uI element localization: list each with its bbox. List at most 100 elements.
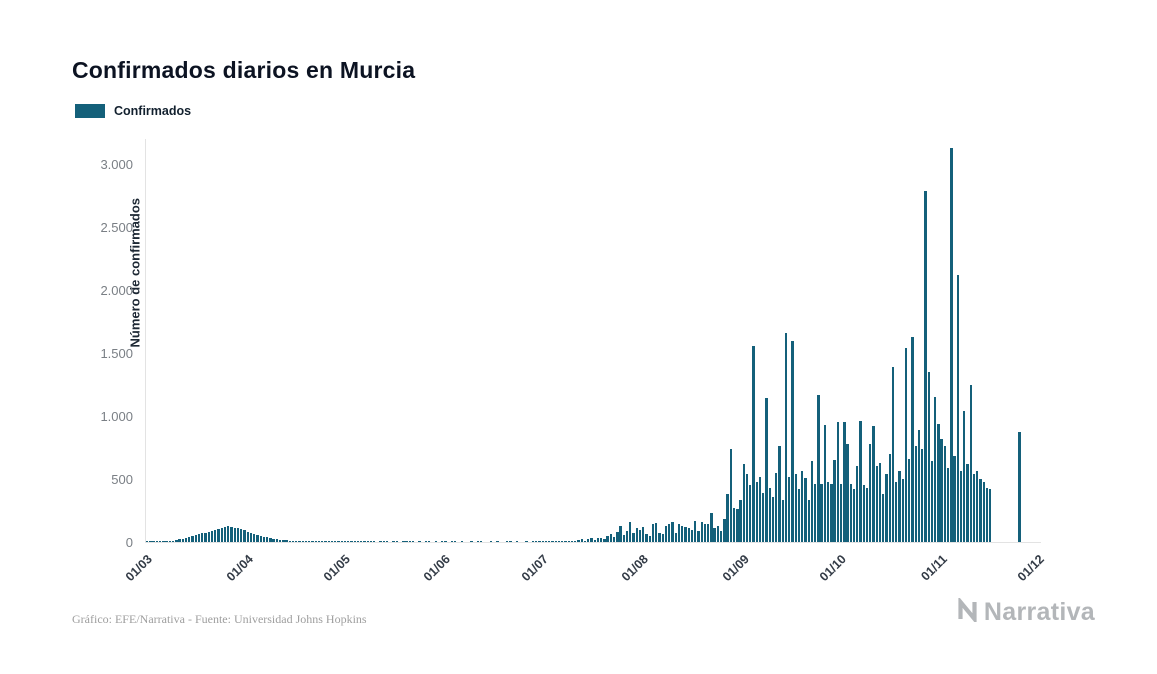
bar[interactable] xyxy=(525,541,528,542)
bar[interactable] xyxy=(178,539,181,542)
bar[interactable] xyxy=(885,474,888,542)
bar[interactable] xyxy=(752,345,755,542)
legend-item-confirmados[interactable]: Confirmados xyxy=(75,104,191,118)
bar[interactable] xyxy=(891,366,895,542)
bar[interactable] xyxy=(707,524,710,542)
bar[interactable] xyxy=(781,500,784,542)
bar[interactable] xyxy=(632,533,635,542)
bar[interactable] xyxy=(723,518,726,542)
bar[interactable] xyxy=(839,484,843,542)
bar[interactable] xyxy=(334,541,337,542)
bar[interactable] xyxy=(716,525,720,542)
bar[interactable] xyxy=(826,481,830,542)
bar[interactable] xyxy=(830,484,833,542)
bar[interactable] xyxy=(596,537,600,542)
bar[interactable] xyxy=(865,487,869,542)
bar[interactable] xyxy=(337,541,340,542)
bar[interactable] xyxy=(561,541,564,542)
bar[interactable] xyxy=(681,525,684,542)
bar[interactable] xyxy=(505,541,509,542)
bar[interactable] xyxy=(852,489,856,542)
bar[interactable] xyxy=(638,530,642,542)
bar[interactable] xyxy=(275,539,279,542)
bar[interactable] xyxy=(227,525,230,542)
bar[interactable] xyxy=(246,531,249,542)
bar[interactable] xyxy=(966,463,969,542)
bar[interactable] xyxy=(162,541,165,542)
bar[interactable] xyxy=(619,525,622,542)
bar[interactable] xyxy=(382,541,386,542)
bar[interactable] xyxy=(674,533,677,542)
bar[interactable] xyxy=(259,535,262,542)
bar[interactable] xyxy=(933,397,937,542)
bar[interactable] xyxy=(690,530,694,542)
bar[interactable] xyxy=(911,336,914,542)
bar[interactable] xyxy=(875,466,878,542)
bar[interactable] xyxy=(496,541,499,542)
bar[interactable] xyxy=(583,540,587,542)
bar[interactable] xyxy=(846,443,849,542)
bar[interactable] xyxy=(220,527,223,542)
bar[interactable] xyxy=(917,429,921,542)
bar[interactable] xyxy=(719,531,723,542)
bar[interactable] xyxy=(914,446,917,542)
bar[interactable] xyxy=(710,513,713,542)
bar[interactable] xyxy=(405,541,408,542)
bar[interactable] xyxy=(428,541,431,542)
bar[interactable] xyxy=(256,535,259,542)
bar[interactable] xyxy=(671,522,674,542)
bar[interactable] xyxy=(223,526,227,542)
bar[interactable] xyxy=(236,528,240,542)
bar[interactable] xyxy=(901,479,904,542)
bar[interactable] xyxy=(807,500,810,542)
bar[interactable] xyxy=(554,541,557,542)
bar[interactable] xyxy=(775,472,778,542)
bar[interactable] xyxy=(833,460,836,542)
bar[interactable] xyxy=(272,538,275,542)
bar[interactable] xyxy=(340,541,343,542)
bar[interactable] xyxy=(470,541,473,542)
bar[interactable] xyxy=(927,371,930,542)
bar[interactable] xyxy=(603,539,606,542)
bar[interactable] xyxy=(165,541,168,542)
bar[interactable] xyxy=(149,541,152,542)
bar[interactable] xyxy=(308,541,311,542)
bar[interactable] xyxy=(188,537,191,542)
bar[interactable] xyxy=(694,521,697,542)
bar[interactable] xyxy=(771,496,775,542)
bar[interactable] xyxy=(736,509,739,542)
bar[interactable] xyxy=(321,541,324,542)
bar[interactable] xyxy=(548,541,551,542)
bar[interactable] xyxy=(804,477,807,542)
bar[interactable] xyxy=(201,533,204,542)
bar[interactable] xyxy=(538,541,541,542)
bar[interactable] xyxy=(895,481,898,542)
bar[interactable] xyxy=(369,541,373,542)
bar[interactable] xyxy=(444,541,447,542)
bar[interactable] xyxy=(651,524,655,542)
bar[interactable] xyxy=(395,541,399,542)
bar[interactable] xyxy=(194,535,197,542)
bar[interactable] xyxy=(924,190,927,542)
bar[interactable] xyxy=(301,541,304,542)
bar[interactable] xyxy=(551,541,554,542)
bar[interactable] xyxy=(642,526,645,542)
bar[interactable] xyxy=(814,484,817,542)
bar[interactable] xyxy=(392,541,395,542)
bar[interactable] xyxy=(768,487,771,542)
bar[interactable] xyxy=(253,534,256,542)
bar[interactable] xyxy=(979,479,982,542)
bar[interactable] xyxy=(742,463,745,542)
bar[interactable] xyxy=(564,541,567,542)
bar[interactable] xyxy=(353,541,356,542)
bar[interactable] xyxy=(882,494,885,542)
bar[interactable] xyxy=(217,528,220,542)
bar[interactable] xyxy=(408,541,411,542)
bar[interactable] xyxy=(489,541,493,542)
bar[interactable] xyxy=(450,541,454,542)
bar[interactable] xyxy=(635,528,638,542)
bar[interactable] xyxy=(655,523,658,542)
bar[interactable] xyxy=(713,528,716,542)
bar[interactable] xyxy=(869,443,872,542)
bar[interactable] xyxy=(972,474,976,542)
